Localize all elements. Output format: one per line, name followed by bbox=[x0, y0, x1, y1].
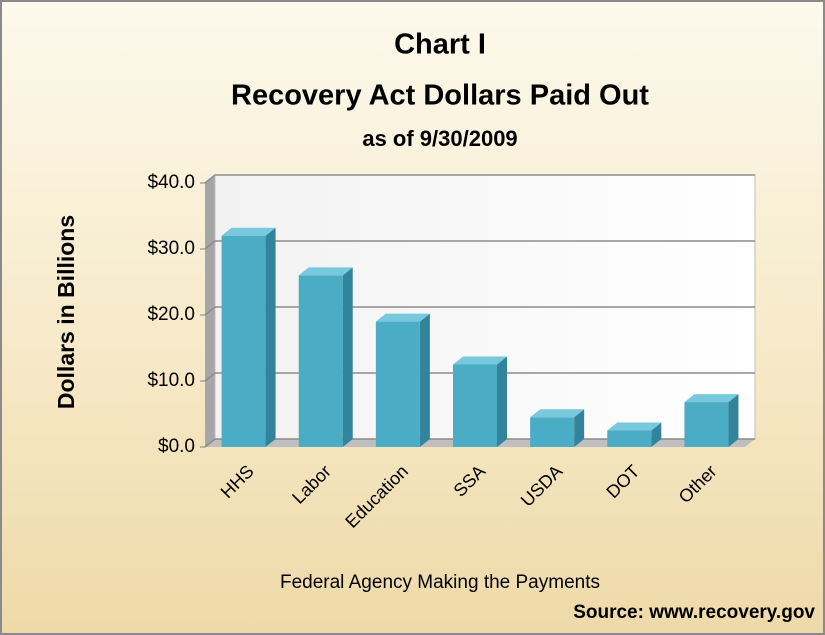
bar-side bbox=[419, 313, 430, 447]
bar-group bbox=[684, 394, 739, 447]
bar-group bbox=[607, 422, 662, 447]
y-axis-label: Dollars in Billions bbox=[53, 215, 79, 409]
bar bbox=[607, 430, 652, 447]
bar-top bbox=[530, 409, 585, 418]
bar-group bbox=[221, 227, 276, 447]
bar bbox=[453, 364, 497, 447]
grid-line bbox=[204, 240, 755, 250]
bar bbox=[375, 321, 420, 447]
chart-title: Chart I bbox=[394, 29, 486, 61]
bar bbox=[684, 402, 729, 447]
source: Source: www.recovery.gov bbox=[573, 602, 815, 623]
grid-line bbox=[204, 372, 755, 382]
bar bbox=[221, 235, 266, 447]
bar-side bbox=[728, 394, 739, 447]
bar-top bbox=[298, 267, 353, 276]
y-tick-label: $40.0 bbox=[147, 172, 195, 193]
bar-side bbox=[265, 227, 276, 447]
date-note: as of 9/30/2009 bbox=[362, 126, 517, 151]
bar-top bbox=[607, 422, 662, 431]
bar-group bbox=[530, 409, 585, 447]
bar bbox=[298, 275, 343, 447]
y-tick-label: $30.0 bbox=[147, 238, 195, 259]
bar-top bbox=[375, 313, 430, 322]
y-tick-label: $10.0 bbox=[147, 370, 195, 391]
bar-group bbox=[375, 313, 430, 447]
y-tick-label: $0.0 bbox=[158, 436, 195, 457]
bar bbox=[530, 417, 575, 447]
bar-top bbox=[684, 394, 739, 403]
bar-side bbox=[497, 356, 507, 447]
bar-side bbox=[342, 267, 353, 447]
grid-line bbox=[204, 306, 755, 316]
y-tick-label: $20.0 bbox=[147, 304, 195, 325]
bar-top bbox=[453, 356, 507, 365]
chart-subtitle: Recovery Act Dollars Paid Out bbox=[231, 80, 649, 112]
x-axis-label: Federal Agency Making the Payments bbox=[280, 572, 600, 593]
bar-side bbox=[651, 422, 662, 447]
bar-group bbox=[298, 267, 353, 447]
bar-side bbox=[574, 409, 585, 447]
bar-group bbox=[453, 356, 507, 447]
bar-top bbox=[221, 227, 276, 236]
grid-line bbox=[204, 174, 755, 184]
